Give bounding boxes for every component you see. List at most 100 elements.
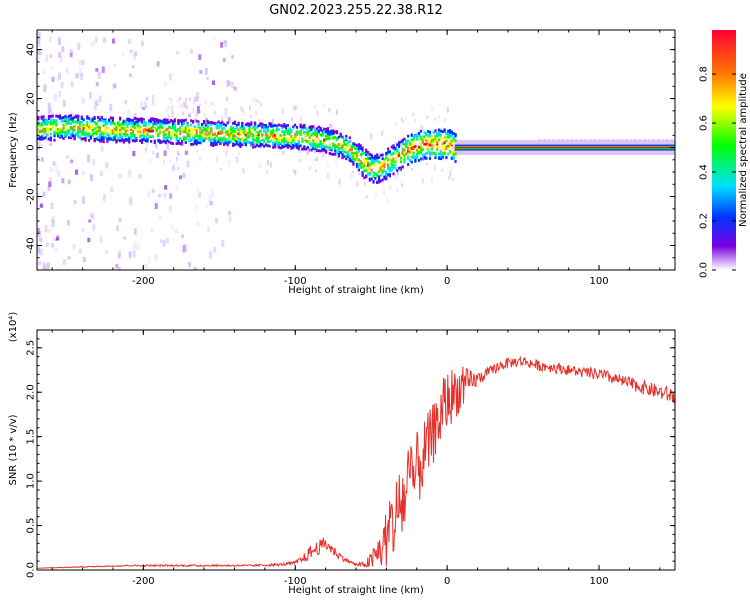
heatmap-speckle	[199, 103, 202, 107]
heatmap-speckle	[433, 129, 436, 136]
heatmap-speckle	[186, 104, 189, 111]
heatmap-cell	[244, 142, 248, 146]
heatmap-cell	[201, 124, 204, 128]
heatmap-cell	[385, 171, 388, 174]
heatmap-cell	[275, 138, 278, 141]
heatmap-cell	[386, 163, 390, 167]
heatmap-cell	[314, 138, 317, 142]
heatmap-cell	[82, 123, 85, 127]
heatmap-cell	[208, 128, 211, 132]
heatmap-cell	[392, 159, 395, 163]
heatmap-cell	[162, 118, 165, 122]
heatmap-cell	[40, 129, 43, 133]
heatmap-speckle	[305, 155, 308, 159]
heatmap-cell	[343, 139, 346, 143]
heatmap-cell	[164, 121, 167, 125]
heatmap-cell	[277, 136, 280, 140]
heatmap-cell	[306, 133, 309, 136]
heatmap-speckle	[40, 203, 44, 208]
heatmap-speckle	[437, 115, 440, 119]
heatmap-cell	[137, 119, 140, 123]
heatmap-speckle	[58, 72, 62, 81]
heatmap-cell	[368, 163, 371, 167]
heatmap-cell	[64, 122, 67, 126]
heatmap-cell	[279, 137, 282, 141]
heatmap-speckle	[583, 138, 587, 141]
heatmap-cell	[217, 137, 220, 141]
heatmap-cell	[241, 127, 244, 131]
heatmap-cell	[255, 139, 258, 142]
heatmap-cell	[142, 128, 145, 132]
heatmap-cell	[241, 122, 244, 126]
heatmap-cell	[284, 126, 288, 130]
heatmap-cell	[191, 142, 195, 146]
heatmap-cell	[208, 121, 211, 125]
heatmap-speckle	[75, 169, 79, 175]
heatmap-cell	[75, 120, 78, 124]
heatmap-cell	[390, 162, 393, 166]
heatmap-cell	[62, 130, 65, 134]
heatmap-cell	[195, 119, 198, 123]
heatmap-cell	[363, 158, 366, 162]
heatmap-cell	[44, 127, 47, 131]
heatmap-speckle	[303, 133, 306, 139]
heatmap-cell	[228, 134, 231, 138]
heatmap-speckle	[129, 73, 133, 78]
heatmap-cell	[57, 127, 60, 131]
heatmap-cell	[430, 147, 433, 151]
heatmap-cell	[354, 156, 357, 160]
heatmap-cell	[388, 173, 392, 176]
heatmap-cell	[186, 132, 189, 136]
heatmap-cell	[108, 134, 111, 138]
heatmap-cell	[423, 153, 426, 157]
heatmap-cell	[430, 144, 433, 147]
heatmap-speckle	[116, 267, 120, 270]
heatmap-cell	[257, 130, 260, 134]
heatmap-cell	[111, 119, 114, 123]
heatmap-cell	[403, 155, 406, 159]
heatmap-cell	[188, 134, 191, 138]
heatmap-cell	[104, 127, 107, 130]
heatmap-cell	[219, 130, 222, 134]
heatmap-cell	[235, 132, 238, 136]
heatmap-cell	[430, 151, 433, 155]
heatmap-cell	[412, 147, 415, 151]
heatmap-speckle	[159, 129, 162, 134]
heatmap-speckle	[302, 138, 305, 142]
heatmap-cell	[425, 132, 428, 135]
heatmap-cell	[294, 132, 297, 136]
heatmap-speckle	[352, 170, 355, 174]
heatmap-cell	[139, 134, 142, 138]
heatmap-cell	[93, 137, 96, 141]
heatmap-cell	[49, 127, 52, 131]
snr-x-tick-label: 0	[444, 576, 450, 587]
heatmap-speckle	[70, 159, 74, 164]
heatmap-speckle	[194, 118, 197, 122]
heatmap-speckle	[129, 196, 133, 205]
heatmap-cell	[270, 132, 273, 136]
heatmap-cell	[82, 126, 85, 130]
heatmap-cell	[102, 140, 105, 144]
heatmap-speckle	[49, 54, 53, 59]
heatmap-cell	[317, 137, 320, 141]
heatmap-cell	[129, 135, 133, 139]
heatmap-speckle	[231, 55, 235, 59]
heatmap-cell	[135, 120, 138, 124]
heatmap-cell	[124, 139, 127, 142]
heatmap-cell	[62, 137, 65, 140]
heatmap-cell	[179, 128, 182, 132]
heatmap-cell	[100, 116, 103, 119]
heatmap-cell	[126, 127, 129, 131]
heatmap-cell	[175, 132, 178, 136]
heatmap-cell	[268, 122, 271, 126]
heatmap-speckle	[391, 158, 394, 162]
heatmap-cell	[279, 146, 282, 150]
heatmap-cell	[315, 135, 319, 139]
heatmap-cell	[248, 141, 251, 144]
heatmap-cell	[91, 117, 94, 121]
heatmap-cell	[57, 133, 60, 136]
heatmap-speckle	[393, 141, 396, 146]
heatmap-speckle	[57, 51, 61, 59]
heatmap-cell	[321, 129, 324, 133]
heatmap-cell	[356, 154, 359, 158]
